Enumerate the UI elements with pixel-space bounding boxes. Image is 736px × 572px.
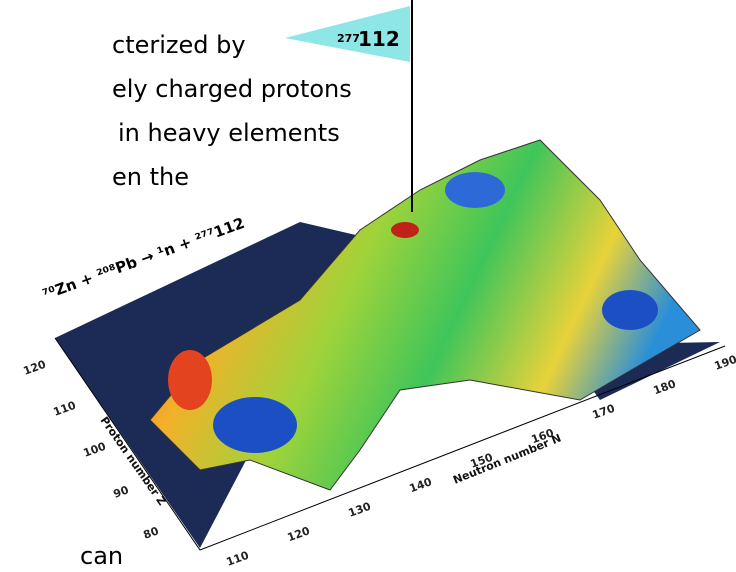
text-line: en the xyxy=(112,163,189,191)
slide: cterized by ely charged protons in heavy… xyxy=(0,0,736,572)
tick-label: 80 xyxy=(142,524,161,542)
minimum xyxy=(213,397,297,453)
text-line: ely charged protons xyxy=(112,75,352,103)
tick-label: 120 xyxy=(22,358,48,378)
flag-element: 112 xyxy=(358,27,400,51)
text-line: can xyxy=(80,542,123,570)
tick-label: 120 xyxy=(286,524,312,544)
text-line: cterized by xyxy=(112,31,246,59)
tick-label: 140 xyxy=(408,475,434,495)
tick-label: 100 xyxy=(82,440,108,460)
minimum xyxy=(445,172,505,208)
marker xyxy=(391,222,419,238)
maximum xyxy=(168,350,212,410)
tick-label: 180 xyxy=(652,377,678,397)
text-line: in heavy elements xyxy=(118,119,340,147)
flag-mass: 277 xyxy=(337,32,360,45)
tick-label: 190 xyxy=(713,353,736,373)
minimum xyxy=(602,290,658,330)
tick-label: 170 xyxy=(591,402,617,422)
tick-label: 130 xyxy=(347,500,373,520)
tick-label: 110 xyxy=(52,399,78,419)
tick-label: 110 xyxy=(225,549,251,569)
flag: 277 112 xyxy=(285,0,412,212)
tick-label: 90 xyxy=(112,483,131,501)
